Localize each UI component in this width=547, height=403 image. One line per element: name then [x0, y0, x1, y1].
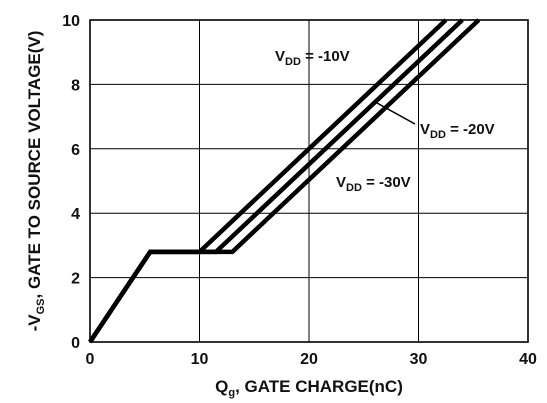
y-tick-label: 8 [71, 77, 80, 94]
y-tick-labels: 0 2 4 6 8 10 [62, 13, 80, 352]
x-tick-label: 20 [300, 351, 318, 368]
series-2-label: VDD = -20V [420, 121, 495, 141]
series-3-label: VDD = -30V [336, 174, 411, 194]
series-lines [88, 18, 481, 344]
y-tick-label: 4 [71, 206, 80, 223]
y-tick-label: 10 [62, 13, 80, 30]
x-tick-label: 10 [191, 351, 209, 368]
series-line-3 [88, 18, 481, 344]
y-tick-label: 0 [71, 335, 80, 352]
y-axis-title: -VGS, GATE TO SOURCE VOLTAGE(V) [25, 31, 47, 332]
series-1-label: VDD = -10V [275, 48, 350, 68]
series-2-label-leader [376, 102, 416, 125]
y-tick-label: 6 [71, 142, 80, 159]
x-tick-labels: 0 10 20 30 40 [86, 351, 537, 368]
x-tick-label: 0 [86, 351, 95, 368]
x-tick-label: 30 [410, 351, 428, 368]
x-axis-title: Qg, GATE CHARGE(nC) [215, 377, 403, 399]
plot-frame [89, 19, 529, 343]
y-tick-label: 2 [71, 271, 80, 288]
x-tick-label: 40 [519, 351, 537, 368]
